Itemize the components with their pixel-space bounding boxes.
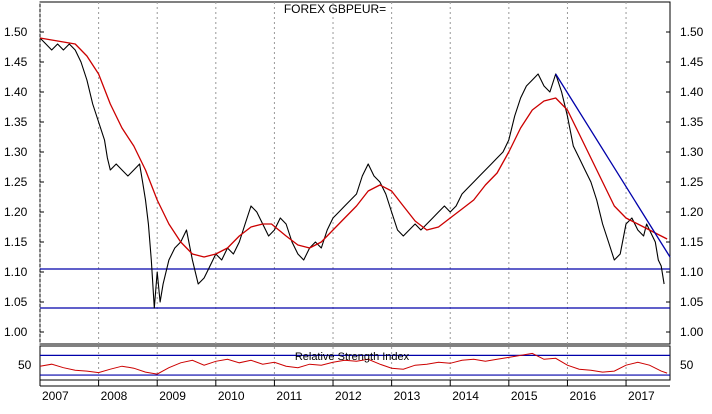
- y-tick-label-right: 1.15: [680, 235, 704, 249]
- y-tick-label-right: 1.45: [680, 55, 704, 69]
- rsi-tick-label-left: 50: [18, 358, 32, 372]
- rsi-panel-frame: [39, 345, 671, 381]
- y-tick-label-left: 1.35: [4, 115, 28, 129]
- y-tick-label-left: 1.45: [4, 55, 28, 69]
- y-tick-label-left: 1.05: [4, 295, 28, 309]
- y-tick-label-right: 1.30: [680, 145, 704, 159]
- x-tick-label: 2009: [159, 389, 186, 403]
- x-tick-label: 2012: [335, 389, 362, 403]
- x-tick-label: 2007: [42, 389, 69, 403]
- y-tick-label-left: 1.00: [4, 325, 28, 339]
- y-tick-label-right: 1.10: [680, 265, 704, 279]
- rsi-title: Relative Strength Index: [295, 351, 410, 363]
- moving-average-line: [39, 37, 668, 258]
- x-tick-label: 2008: [101, 389, 128, 403]
- y-tick-label-right: 1.25: [680, 175, 704, 189]
- y-tick-label-right: 1.40: [680, 85, 704, 99]
- y-tick-label-left: 1.10: [4, 265, 28, 279]
- y-tick-label-right: 1.35: [680, 115, 704, 129]
- y-tick-label-left: 1.20: [4, 205, 28, 219]
- rsi-panel: 50 50 Relative Strength Index: [18, 345, 694, 381]
- y-tick-label-left: 1.50: [4, 25, 28, 39]
- rsi-tick-label-right: 50: [680, 358, 694, 372]
- x-tick-label: 2014: [452, 389, 479, 403]
- x-axis: 2007 2008 2009 2010 2011 2012 2013 2014 2015 2016…: [39, 380, 670, 403]
- trend-line: [555, 73, 671, 258]
- y-tick-label-right: 1.00: [680, 325, 704, 339]
- x-tick-label: 2016: [569, 389, 596, 403]
- y-tick-label-right: 1.05: [680, 295, 704, 309]
- x-tick-label: 2015: [511, 389, 538, 403]
- y-tick-label-right: 1.50: [680, 25, 704, 39]
- x-tick-label: 2013: [394, 389, 421, 403]
- x-tick-label: 2017: [628, 389, 655, 403]
- y-tick-label-left: 1.40: [4, 85, 28, 99]
- price-panel: 1.00 1.00 1.05 1.05 1.10 1.10 1.15 1.15 1.20 1.20…: [4, 1, 704, 380]
- price-series-line: [39, 37, 665, 309]
- y-tick-label-left: 1.25: [4, 175, 28, 189]
- rsi-line: [39, 352, 668, 375]
- y-tick-label-left: 1.15: [4, 235, 28, 249]
- price-panel-frame: [39, 1, 671, 345]
- x-tick-label: 2011: [276, 389, 302, 403]
- y-tick-label-left: 1.30: [4, 145, 28, 159]
- chart-title: FOREX GBPEUR=: [284, 2, 386, 16]
- y-tick-label-right: 1.20: [680, 205, 704, 219]
- x-tick-label: 2010: [218, 389, 245, 403]
